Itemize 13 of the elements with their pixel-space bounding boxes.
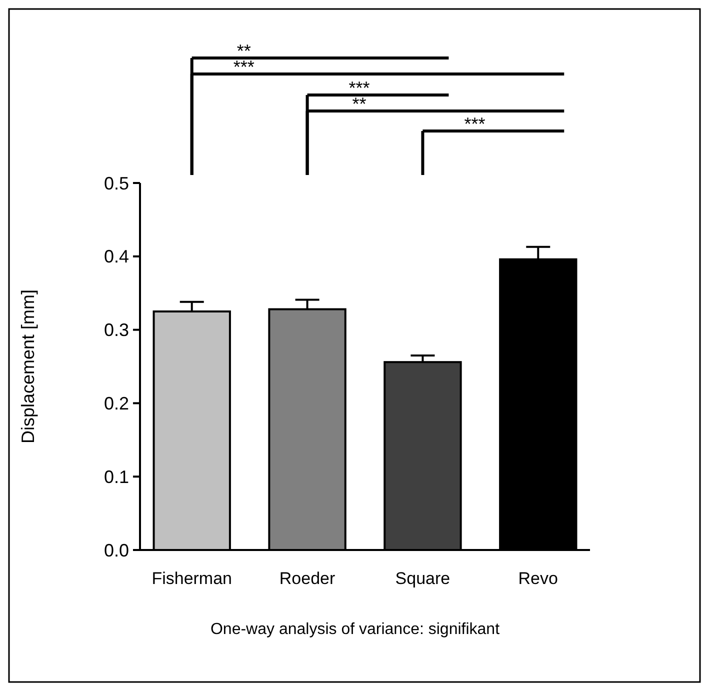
y-tick-label: 0.2 [104, 394, 129, 414]
x-tick-label: Revo [518, 569, 558, 588]
y-tick-label: 0.3 [104, 320, 129, 340]
text: *** [464, 114, 486, 134]
x-tick-label: Roeder [279, 569, 336, 588]
text: One-way analysis of variance: signifikant [210, 621, 500, 638]
y-tick-label: 0.4 [104, 246, 129, 267]
y-tick-label: 0.0 [104, 540, 129, 560]
y-axis-title: Displacement [mm] [18, 289, 38, 444]
y-tick-label: 0.1 [104, 466, 129, 487]
y-tick-label: 0.5 [104, 173, 129, 194]
x-tick-label: Fisherman [152, 569, 232, 588]
x-tick-label: Square [395, 569, 450, 588]
